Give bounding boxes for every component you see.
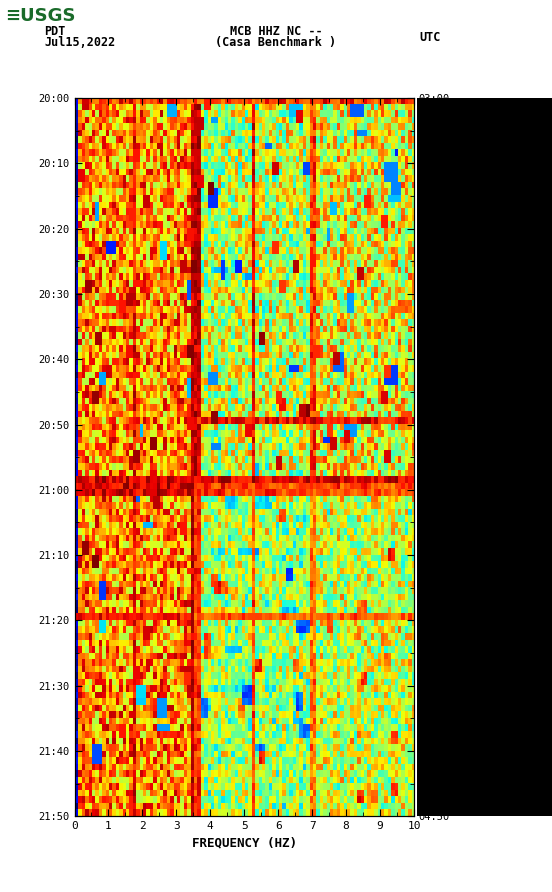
Text: PDT: PDT <box>44 25 66 37</box>
X-axis label: FREQUENCY (HZ): FREQUENCY (HZ) <box>192 837 297 849</box>
Text: Jul15,2022: Jul15,2022 <box>44 37 115 49</box>
Text: (Casa Benchmark ): (Casa Benchmark ) <box>215 37 337 49</box>
Text: ≡USGS: ≡USGS <box>6 7 76 25</box>
Text: UTC: UTC <box>420 31 441 44</box>
Text: MCB HHZ NC --: MCB HHZ NC -- <box>230 25 322 37</box>
